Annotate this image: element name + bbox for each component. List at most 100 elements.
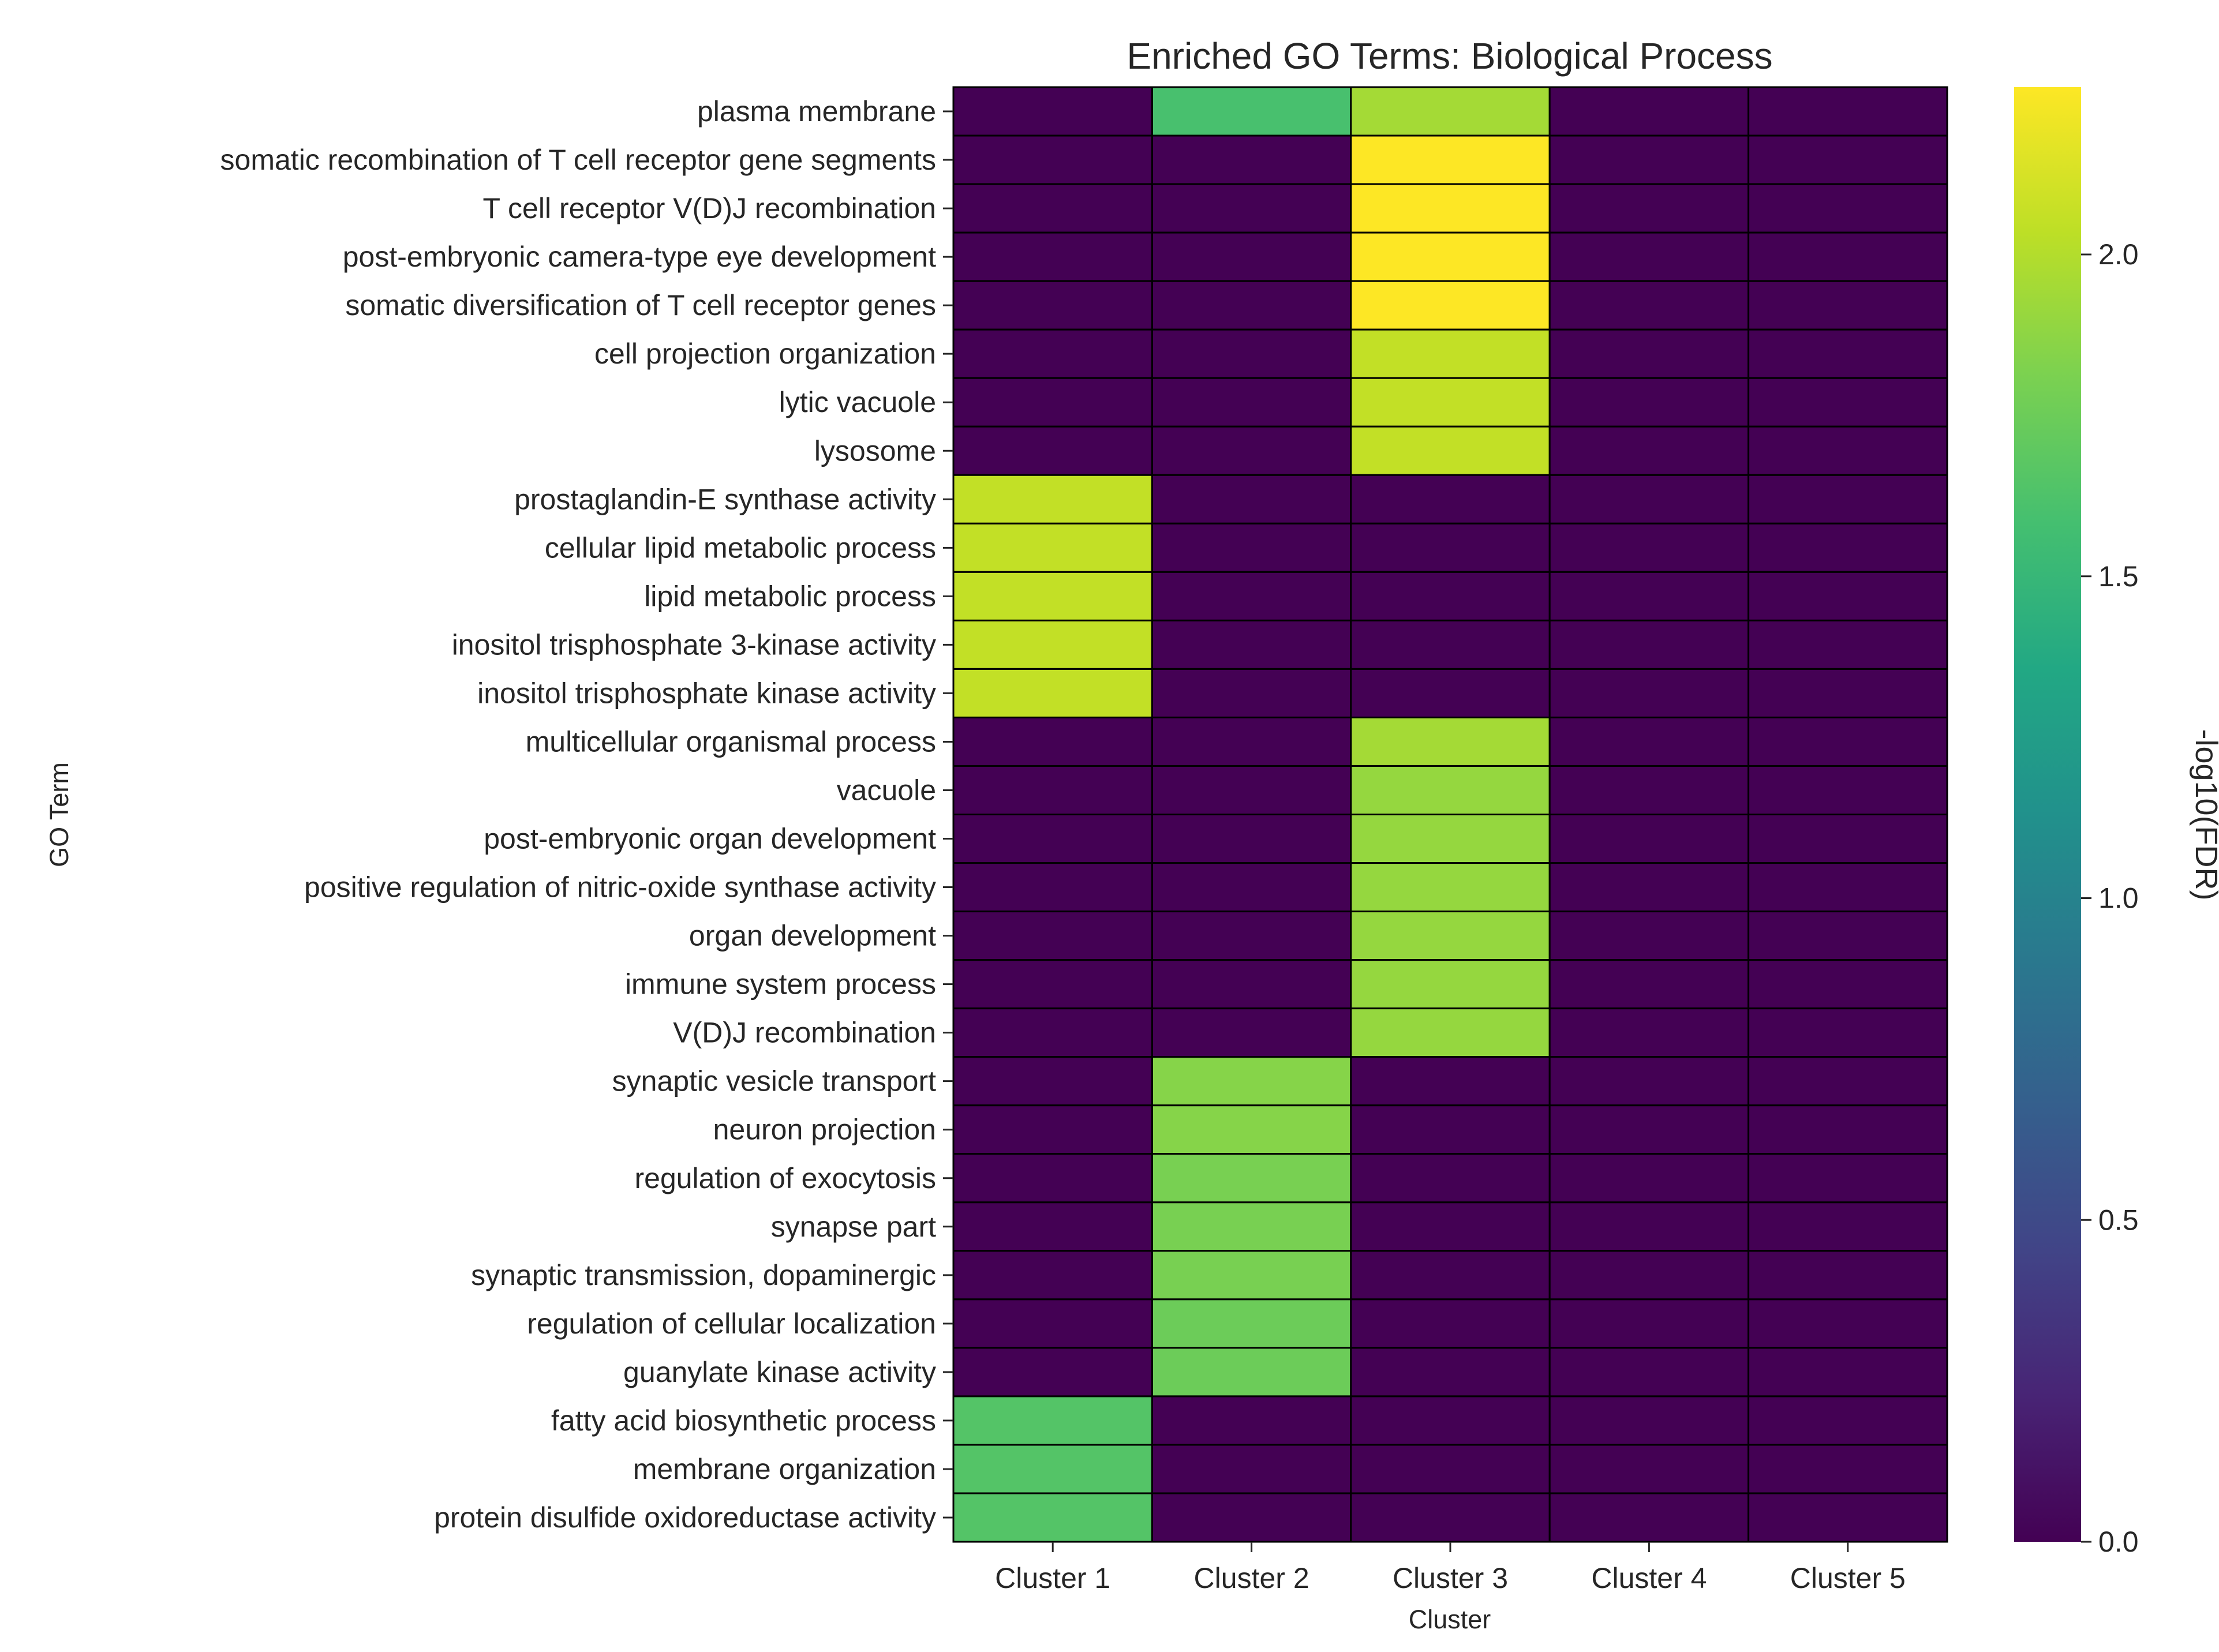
heatmap-cell [1151,183,1352,234]
heatmap-cell [1350,571,1551,621]
heatmap-cell [1548,231,1750,282]
heatmap-cell [1747,911,1948,961]
heatmap-cell [1747,765,1948,816]
heatmap-cell [1548,86,1750,137]
heatmap-cell [1747,1250,1948,1301]
heatmap-cell [1350,1492,1551,1543]
column-label: Cluster 1 [995,1562,1110,1594]
heatmap-cell [1548,1201,1750,1252]
heatmap-cell [1548,619,1750,670]
heatmap-cell [1747,1153,1948,1204]
row-label: post-embryonic organ development [484,823,936,855]
heatmap-cell [1747,668,1948,718]
row-label: regulation of exocytosis [634,1162,936,1194]
colorbar-ticks: 0.0 0.5 1.0 1.5 2.0 [2081,238,2139,1558]
heatmap-cell [952,911,1153,961]
heatmap-cell [952,86,1153,137]
heatmap-cell [1151,1250,1352,1301]
heatmap-cell [952,1007,1153,1058]
heatmap-cell [952,1153,1153,1204]
colorbar-tick-label: 0.0 [2098,1526,2139,1558]
heatmap-cell [952,425,1153,476]
heatmap-cell [1747,1104,1948,1155]
heatmap-cell [1548,911,1750,961]
heatmap-cell [1747,231,1948,282]
row-label: prostaglandin-E synthase activity [514,483,936,515]
heatmap-cell [1151,668,1352,718]
heatmap-cell [1151,1201,1352,1252]
heatmap-cell [1548,1395,1750,1446]
column-label: Cluster 2 [1194,1562,1309,1594]
heatmap-cell [1350,1201,1551,1252]
heatmap-cell [1747,619,1948,670]
row-labels: plasma membrane somatic recombination of … [220,95,953,1534]
heatmap-cell [952,1056,1153,1107]
heatmap-cell [1350,425,1551,476]
heatmap-cell [952,862,1153,913]
heatmap-cell [1151,814,1352,864]
row-label: post-embryonic camera-type eye developme… [343,241,936,273]
heatmap-cell [1548,1250,1750,1301]
heatmap-cell [1350,183,1551,234]
heatmap-cell [1747,716,1948,767]
heatmap-cell [1151,571,1352,621]
heatmap-cell [1151,425,1352,476]
row-label: guanylate kinase activity [623,1356,936,1388]
heatmap-cell [1747,474,1948,525]
heatmap-cell [1350,474,1551,525]
heatmap-cell [952,619,1153,670]
heatmap-cell [1151,765,1352,816]
heatmap-cell [952,668,1153,718]
column-label: Cluster 4 [1591,1562,1707,1594]
row-label: T cell receptor V(D)J recombination [483,192,936,224]
heatmap-cell [1151,280,1352,331]
heatmap-cell [952,183,1153,234]
heatmap-cell [1350,1250,1551,1301]
column-labels: Cluster 1 Cluster 2 Cluster 3 Cluster 4 Clus… [995,1542,1906,1594]
heatmap-cell [1747,280,1948,331]
heatmap-cell [1350,959,1551,1010]
row-label: inositol trisphosphate kinase activity [477,677,936,709]
heatmap-cell [1151,1347,1352,1398]
heatmap-cell [1151,1056,1352,1107]
row-label: synaptic transmission, dopaminergic [471,1259,936,1291]
heatmap-cell [1747,814,1948,864]
heatmap-cell [952,1444,1153,1494]
row-label: protein disulfide oxidoreductase activit… [434,1501,936,1534]
heatmap-cell [1747,1347,1948,1398]
row-label: positive regulation of nitric-oxide synt… [304,871,936,904]
row-label: immune system process [625,968,936,1001]
heatmap-cell [952,377,1153,428]
heatmap-cell [952,1298,1153,1349]
heatmap-cell [1548,474,1750,525]
x-axis-title: Cluster [1409,1605,1491,1634]
row-label: somatic diversification of T cell recept… [345,289,936,321]
heatmap-cell [1747,1395,1948,1446]
heatmap-cell [952,522,1153,573]
heatmap-cell [1151,231,1352,282]
heatmap-cell [952,280,1153,331]
heatmap-cell [1747,425,1948,476]
colorbar-tick-label: 0.5 [2098,1204,2139,1236]
heatmap-cell [1350,716,1551,767]
heatmap-cell [1548,1347,1750,1398]
heatmap-cell [952,1201,1153,1252]
row-label: lytic vacuole [779,386,936,418]
heatmap-cell [1548,1153,1750,1204]
heatmap-cell [1548,280,1750,331]
heatmap-cell [1548,328,1750,379]
chart-title: Enriched GO Terms: Biological Process [1127,35,1772,77]
heatmap-cell [1151,959,1352,1010]
colorbar-tick-label: 1.5 [2098,560,2139,593]
heatmap-cell [1548,959,1750,1010]
heatmap-cell [1747,862,1948,913]
heatmap-cell [1350,522,1551,573]
heatmap-cell [952,571,1153,621]
row-label: synapse part [771,1211,936,1243]
heatmap-cell [952,231,1153,282]
heatmap-cell [1747,1056,1948,1107]
row-label: vacuole [837,774,936,806]
heatmap-cell [1151,911,1352,961]
heatmap-cell [1548,814,1750,864]
